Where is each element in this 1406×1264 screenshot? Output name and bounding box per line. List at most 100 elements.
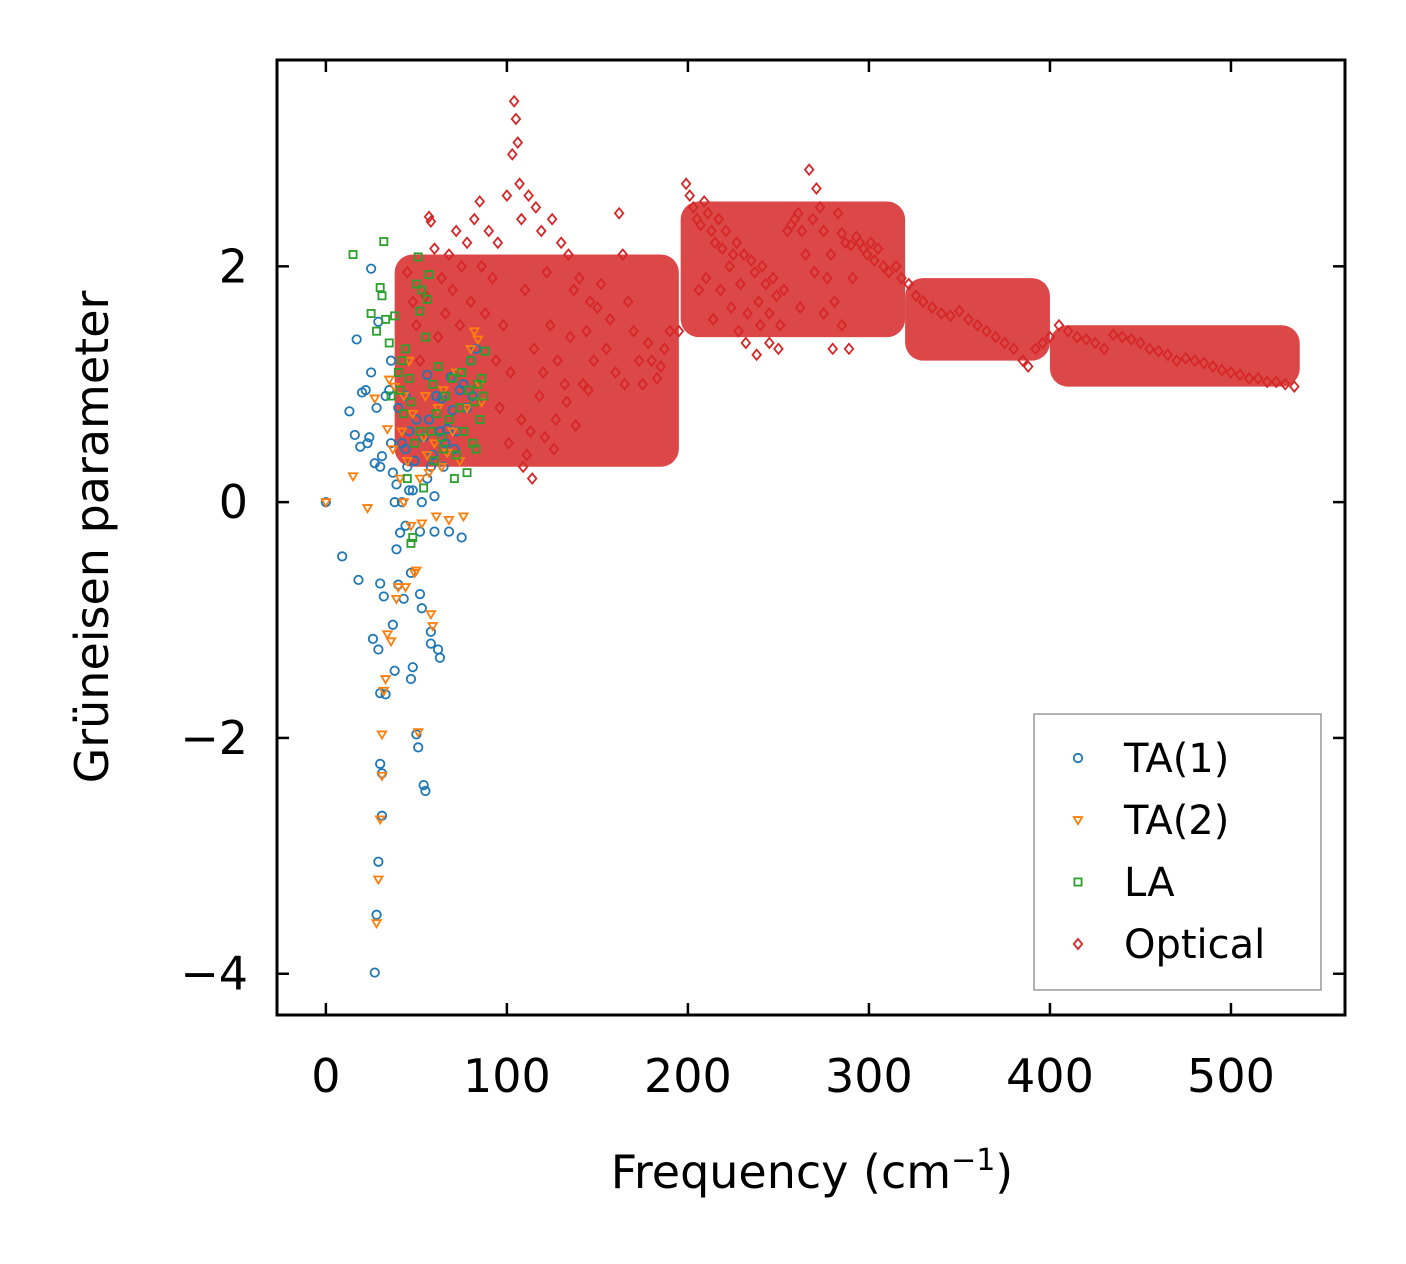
data-point xyxy=(425,638,436,649)
data-point xyxy=(709,236,721,250)
data-point xyxy=(883,265,895,279)
data-point xyxy=(371,909,382,920)
data-point xyxy=(361,504,374,514)
x-tick-label: 100 xyxy=(463,1049,551,1103)
data-point xyxy=(416,519,428,530)
data-point xyxy=(369,967,380,978)
data-point xyxy=(1062,324,1074,338)
data-point xyxy=(774,318,786,332)
data-point xyxy=(443,515,455,526)
data-point xyxy=(501,189,513,203)
data-point xyxy=(829,295,840,309)
data-point xyxy=(366,367,377,378)
data-point xyxy=(428,379,438,389)
data-point xyxy=(610,365,621,379)
data-point xyxy=(1022,360,1034,373)
data-point xyxy=(391,479,402,490)
data-point xyxy=(393,402,404,413)
data-point xyxy=(1030,342,1041,356)
data-point xyxy=(917,295,929,309)
data-point xyxy=(771,289,782,303)
data-point xyxy=(1279,377,1291,391)
data-point xyxy=(390,594,403,605)
optical-density-band xyxy=(394,254,679,467)
data-point xyxy=(655,360,667,373)
data-point xyxy=(796,224,808,238)
plot-frame xyxy=(275,58,1347,1017)
data-point xyxy=(731,236,743,250)
data-point xyxy=(767,271,779,285)
data-point xyxy=(725,301,737,315)
data-point xyxy=(754,318,766,332)
data-point xyxy=(890,259,902,273)
x-tick-label: 0 xyxy=(311,1049,340,1103)
y-tick-label: −4 xyxy=(180,947,248,1001)
data-point xyxy=(517,460,529,474)
data-point xyxy=(622,295,634,309)
data-point xyxy=(910,289,922,303)
data-point xyxy=(595,277,607,291)
data-point xyxy=(742,307,754,320)
data-point xyxy=(425,215,437,228)
y-axis-ticks: −4 −2 0 2 xyxy=(180,239,1345,1001)
data-point xyxy=(530,200,542,214)
x-tick-label: 200 xyxy=(644,1049,732,1103)
data-point xyxy=(811,182,822,195)
data-point xyxy=(465,295,477,309)
data-point xyxy=(753,295,764,309)
data-point xyxy=(778,283,790,297)
data-point xyxy=(427,449,438,461)
data-point xyxy=(564,330,576,344)
data-point xyxy=(803,163,815,177)
data-point xyxy=(410,566,423,577)
data-point xyxy=(471,343,482,354)
data-point xyxy=(387,467,398,478)
data-point xyxy=(425,610,437,621)
data-point xyxy=(430,512,443,523)
series-la xyxy=(348,237,490,548)
data-point xyxy=(1116,330,1128,344)
data-point xyxy=(362,438,373,449)
data-point xyxy=(637,377,649,391)
data-point xyxy=(945,309,956,323)
legend-label: Optical xyxy=(1124,922,1265,968)
data-point xyxy=(353,574,364,586)
data-point xyxy=(821,271,833,285)
data-point xyxy=(405,673,417,685)
data-point xyxy=(478,391,488,401)
data-point xyxy=(444,415,454,425)
data-point xyxy=(1053,318,1065,332)
data-point xyxy=(878,259,889,273)
data-point xyxy=(396,427,408,438)
data-point xyxy=(568,283,580,297)
data-point xyxy=(393,367,403,377)
data-point xyxy=(535,224,547,238)
data-point xyxy=(433,362,443,372)
legend-label: LA xyxy=(1124,860,1175,906)
data-point xyxy=(405,521,417,532)
data-point xyxy=(646,354,658,368)
data-point xyxy=(448,373,458,383)
data-point xyxy=(751,348,763,362)
y-tick-label: 2 xyxy=(219,239,248,293)
data-point xyxy=(351,334,362,345)
data-point xyxy=(836,318,848,332)
data-point xyxy=(461,236,473,250)
data-point xyxy=(698,195,710,208)
data-point xyxy=(375,461,386,472)
data-point xyxy=(514,177,525,191)
data-point xyxy=(735,277,746,291)
data-point xyxy=(1037,336,1049,350)
data-point xyxy=(381,314,391,324)
data-point xyxy=(818,224,830,238)
data-point xyxy=(521,448,533,462)
data-point xyxy=(394,527,406,538)
data-point xyxy=(588,354,600,368)
data-point xyxy=(422,369,433,380)
data-point xyxy=(581,324,592,338)
data-point xyxy=(738,248,750,261)
data-point xyxy=(348,250,358,260)
data-point xyxy=(457,512,470,523)
data-point xyxy=(573,271,585,285)
